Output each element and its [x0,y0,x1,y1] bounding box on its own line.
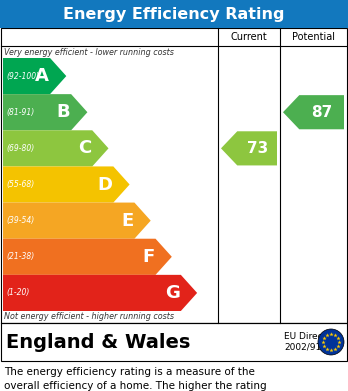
Text: Potential: Potential [292,32,335,42]
Text: (81-91): (81-91) [6,108,34,117]
Polygon shape [221,131,277,165]
Text: The energy efficiency rating is a measure of the: The energy efficiency rating is a measur… [4,367,255,377]
Text: Current: Current [231,32,267,42]
Bar [1,28,347,323]
Text: overall efficiency of a home. The higher the rating: overall efficiency of a home. The higher… [4,381,267,391]
Polygon shape [3,239,172,275]
Text: C: C [78,139,91,157]
Polygon shape [3,130,109,167]
Polygon shape [3,58,66,94]
Text: Very energy efficient - lower running costs: Very energy efficient - lower running co… [4,48,174,57]
Text: Not energy efficient - higher running costs: Not energy efficient - higher running co… [4,312,174,321]
Polygon shape [3,275,197,311]
Text: (1-20): (1-20) [6,289,29,298]
Text: Energy Efficiency Rating: Energy Efficiency Rating [63,7,285,22]
Text: D: D [97,176,112,194]
Text: (69-80): (69-80) [6,144,34,153]
Text: 73: 73 [246,141,268,156]
Text: 87: 87 [311,105,332,120]
Text: B: B [56,103,70,121]
Text: (92-100): (92-100) [6,72,39,81]
Text: (55-68): (55-68) [6,180,34,189]
Polygon shape [283,95,344,129]
Bar [1,323,347,361]
Text: England & Wales: England & Wales [6,332,190,352]
Text: A: A [35,67,49,85]
Circle shape [318,329,344,355]
Text: F: F [142,248,155,266]
Text: EU Directive
2002/91/EC: EU Directive 2002/91/EC [284,332,340,352]
Text: E: E [121,212,133,230]
Text: G: G [165,284,180,302]
Text: (21-38): (21-38) [6,252,34,261]
Polygon shape [3,94,87,130]
Polygon shape [3,203,151,239]
Text: (39-54): (39-54) [6,216,34,225]
Polygon shape [3,167,129,203]
Bar [0,0,348,28]
